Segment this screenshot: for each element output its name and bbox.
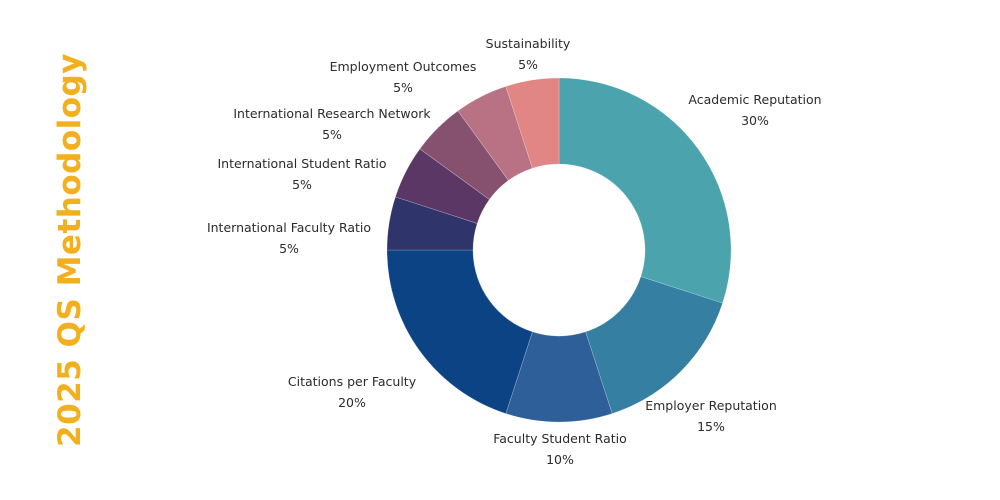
slice-label: Employer Reputation [645,398,777,413]
slice-employer-reputation [585,276,723,414]
slice-value-label: 10% [546,452,574,467]
slice-label: Sustainability [486,36,571,51]
slice-label: Citations per Faculty [288,374,417,389]
slice-faculty-student-ratio [505,331,613,423]
slice-international-research-network [419,110,509,200]
slice-academic-reputation [558,77,732,304]
slice-sustainability [505,77,560,169]
slice-label: International Student Ratio [217,156,386,171]
slice-international-faculty-ratio [386,196,478,251]
slice-label: Faculty Student Ratio [493,431,627,446]
slice-label: Academic Reputation [688,92,821,107]
slice-label: Employment Outcomes [330,59,477,74]
slices-group [386,77,732,423]
slice-value-label: 15% [697,419,725,434]
slice-value-label: 5% [279,241,299,256]
slice-citations-per-faculty [386,249,533,414]
slice-value-label: 30% [741,113,769,128]
slice-label: International Faculty Ratio [207,220,371,235]
slice-value-label: 5% [322,127,342,142]
slice-value-label: 5% [518,57,538,72]
slice-value-label: 5% [393,80,413,95]
slice-value-label: 5% [292,177,312,192]
slice-label: International Research Network [233,106,431,121]
labels-group: Academic Reputation 30% Employer Reputatio… [207,36,822,467]
slice-value-label: 20% [338,395,366,410]
